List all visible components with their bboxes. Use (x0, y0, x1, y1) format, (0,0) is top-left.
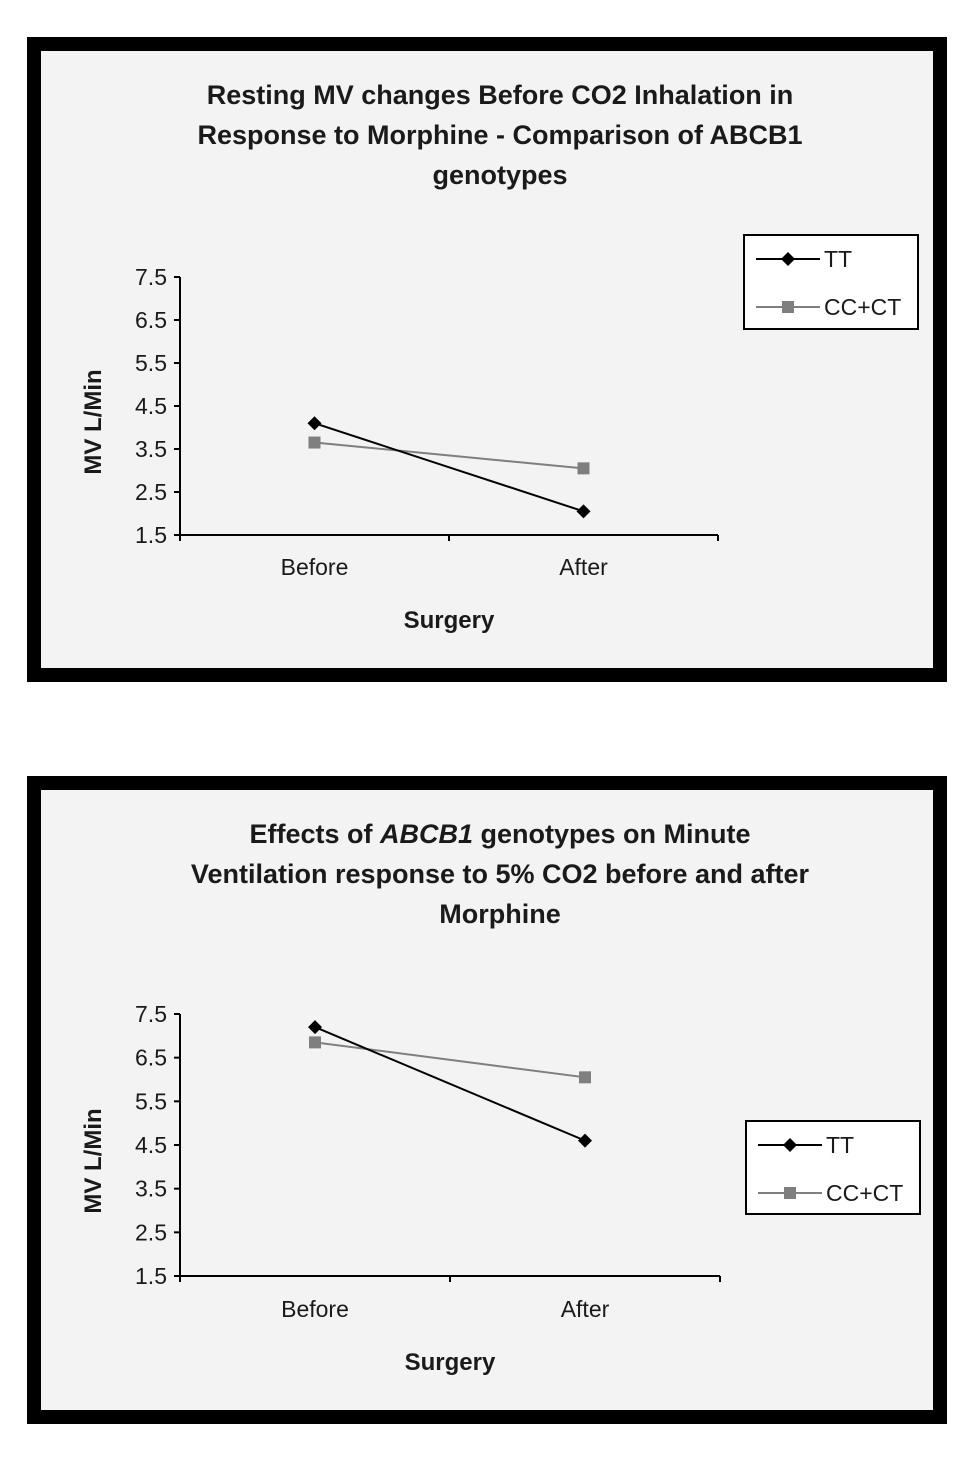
data-point-tt (307, 416, 322, 431)
x-tick-label: After (561, 1296, 610, 1322)
legend-label: CC+CT (824, 294, 901, 320)
data-point-cc-ct (309, 1036, 321, 1049)
y-tick-label: 7.5 (135, 1001, 167, 1027)
x-axis-title: Surgery (404, 607, 495, 634)
legend-marker (784, 1187, 796, 1199)
legend-box (745, 1120, 921, 1215)
legend-marker (783, 1138, 797, 1152)
chart-title-line: Effects of ABCB1 genotypes on Minute (249, 819, 750, 849)
chart-panel-2: Effects of ABCB1 genotypes on Minute Vent… (27, 776, 947, 1424)
series-line-tt (314, 422, 584, 513)
y-tick-label: 5.5 (135, 1088, 167, 1114)
y-tick-label: 3.5 (135, 436, 167, 462)
series-line-cc-ct (314, 1041, 586, 1079)
legend-label: TT (826, 1132, 854, 1158)
data-point-tt (308, 1020, 322, 1035)
data-point-tt (578, 1133, 592, 1148)
chart-title-line: Resting MV changes Before CO2 Inhalation… (207, 80, 794, 110)
x-tick-label: Before (281, 1296, 349, 1322)
y-tick-label: 4.5 (135, 393, 167, 419)
chart-title-line: genotypes (432, 160, 567, 190)
y-tick-label: 5.5 (135, 350, 167, 376)
chart-panel-1: Resting MV changes Before CO2 Inhalation… (27, 37, 947, 682)
chart-title-line: Response to Morphine - Comparison of ABC… (197, 120, 802, 150)
legend-label: TT (824, 246, 852, 272)
chart-area-1: Resting MV changes Before CO2 Inhalation… (41, 51, 933, 668)
line-chart-co2-response: Effects of ABCB1 genotypes on Minute Vent… (80, 819, 921, 1376)
y-axis-title: MV L/Min (80, 1108, 107, 1213)
x-axis-title: Surgery (405, 1349, 496, 1376)
y-tick-label: 2.5 (135, 1219, 167, 1245)
legend-marker (781, 252, 795, 266)
series-line-tt (314, 1026, 586, 1142)
chart-title-line: Morphine (439, 899, 561, 929)
y-axis-title: MV L/Min (80, 369, 107, 474)
chart-area-2: Effects of ABCB1 genotypes on Minute Vent… (41, 790, 933, 1410)
y-tick-label: 6.5 (135, 307, 167, 333)
data-point-cc-ct (577, 462, 590, 475)
x-tick-label: Before (281, 554, 349, 580)
y-tick-label: 6.5 (135, 1045, 167, 1071)
series-line-cc-ct (314, 441, 584, 470)
legend-box (743, 234, 919, 330)
legend-label: CC+CT (826, 1180, 903, 1206)
x-tick-label: After (559, 554, 608, 580)
legend-marker (782, 301, 794, 313)
y-tick-label: 2.5 (135, 479, 167, 505)
data-point-cc-ct (308, 436, 321, 449)
y-tick-label: 1.5 (135, 522, 167, 548)
y-tick-label: 7.5 (135, 264, 167, 290)
chart-title-line: Ventilation response to 5% CO2 before an… (191, 859, 810, 889)
line-chart-resting-mv: Resting MV changes Before CO2 Inhalation… (80, 80, 919, 634)
y-tick-label: 4.5 (135, 1132, 167, 1158)
data-point-cc-ct (579, 1071, 591, 1084)
y-tick-label: 1.5 (135, 1263, 167, 1289)
y-tick-label: 3.5 (135, 1176, 167, 1202)
data-point-tt (576, 504, 591, 519)
